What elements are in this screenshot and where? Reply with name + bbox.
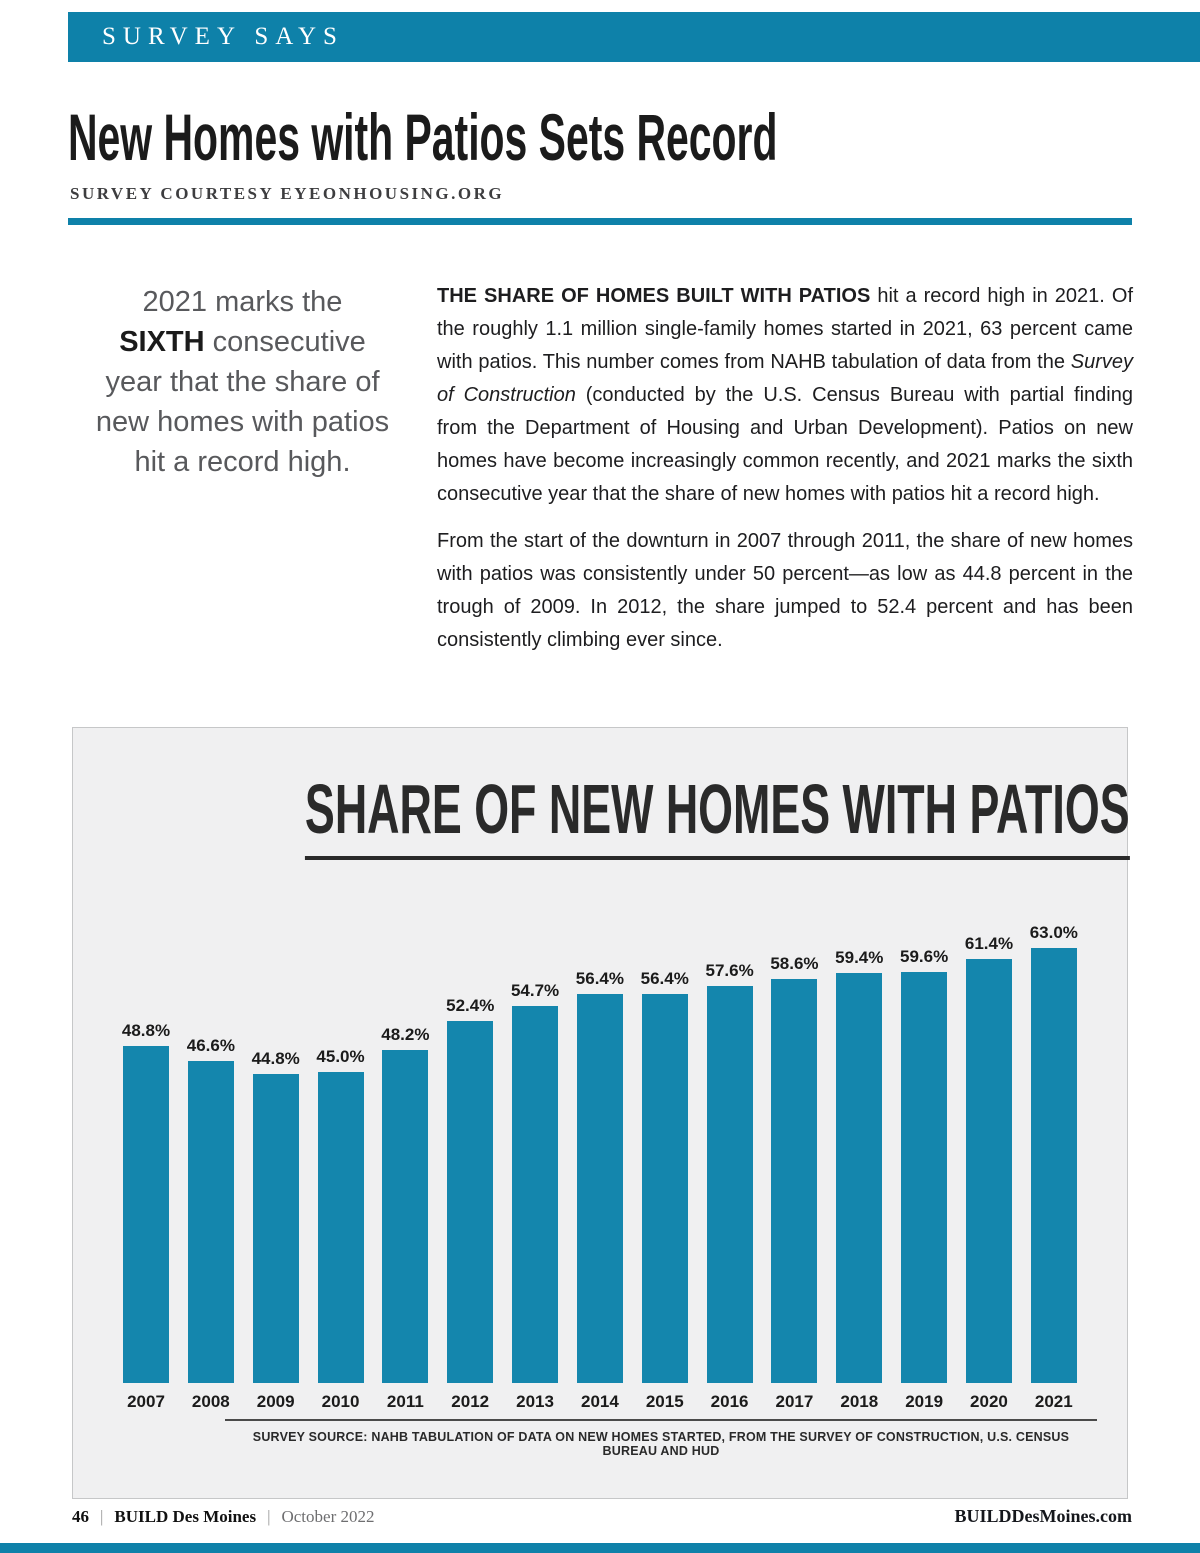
accent-rule	[68, 218, 1132, 225]
bar-value-label: 59.4%	[835, 948, 884, 967]
bar	[965, 959, 1012, 1383]
bar-value-label: 48.2%	[381, 1025, 430, 1044]
article-body: THE SHARE OF HOMES BUILT WITH PATIOS hit…	[437, 280, 1133, 657]
bar-value-label: 48.8%	[121, 1021, 171, 1040]
bar	[382, 1050, 429, 1383]
bar-group: 46.6% 2008	[180, 1036, 242, 1412]
bar	[512, 1006, 559, 1383]
chart-bars: 48.8% 2007 46.6% 2008 44.8% 2009 45.0% 2010 48.2…	[115, 923, 1085, 1412]
bar-year-label: 2010	[321, 1392, 360, 1411]
bar-year-label: 2017	[775, 1392, 814, 1411]
bar-group: 59.6% 2019	[893, 947, 955, 1412]
bar-group: 54.7% 2013	[504, 981, 566, 1412]
section-banner: SURVEY SAYS	[68, 12, 1200, 62]
body-paragraph-1: THE SHARE OF HOMES BUILT WITH PATIOS hit…	[437, 285, 1134, 505]
bar-value-label: 52.4%	[446, 996, 495, 1015]
bar-group: 48.8% 2007	[115, 1021, 177, 1412]
bar	[1030, 948, 1077, 1383]
bar-group: 52.4% 2012	[439, 996, 501, 1412]
bar-group: 61.4% 2020	[958, 934, 1020, 1412]
pull-quote-line: 2021 marks the	[142, 286, 343, 318]
bar-value-label: 45.0%	[316, 1047, 365, 1066]
bar-year-label: 2016	[710, 1392, 749, 1411]
bar	[317, 1072, 364, 1383]
bar-value-label: 44.8%	[251, 1049, 300, 1068]
bar-group: 56.4% 2014	[569, 969, 631, 1412]
bar-group: 63.0% 2021	[1023, 923, 1085, 1412]
paragraph-lead-in: THE SHARE OF HOMES BUILT WITH PATIOS	[437, 285, 871, 307]
bar-year-label: 2020	[970, 1392, 1008, 1411]
page-footer: 46 | BUILD Des Moines | October 2022 BUI…	[72, 1506, 1132, 1527]
bar-year-label: 2007	[127, 1392, 165, 1411]
footer-left: 46 | BUILD Des Moines | October 2022	[72, 1507, 375, 1527]
page-number: 46	[72, 1507, 89, 1526]
bar	[576, 994, 623, 1383]
bar	[901, 972, 948, 1383]
bar	[123, 1046, 169, 1383]
bar-value-label: 54.7%	[510, 981, 560, 1000]
issue-date: October 2022	[281, 1507, 375, 1526]
bar-value-label: 58.6%	[770, 954, 819, 973]
body-paragraph-2: From the start of the downturn in 2007 t…	[437, 530, 1133, 651]
bar-year-label: 2008	[191, 1392, 230, 1411]
bar-year-label: 2015	[645, 1392, 684, 1411]
bar-value-label: 57.6%	[705, 961, 754, 980]
bar-year-label: 2018	[840, 1392, 879, 1411]
bar	[836, 973, 883, 1383]
bar	[771, 979, 818, 1383]
pull-quote-line: SIXTH consecutive	[119, 326, 366, 358]
footer-separator: |	[267, 1507, 271, 1526]
section-banner-label: SURVEY SAYS	[102, 23, 344, 50]
pull-quote-emphasis: SIXTH	[119, 326, 205, 358]
chart-title: SHARE OF NEW HOMES WITH PATIOS	[304, 774, 1130, 860]
magazine-name: BUILD Des Moines	[114, 1507, 257, 1526]
bar-group: 45.0% 2010	[310, 1047, 372, 1412]
bar-group: 44.8% 2009	[245, 1049, 307, 1412]
bar	[706, 986, 753, 1383]
bar-value-label: 63.0%	[1029, 923, 1078, 942]
website-url: BUILDDesMoines.com	[954, 1506, 1133, 1526]
bar-year-label: 2014	[580, 1392, 619, 1411]
bar-year-label: 2009	[256, 1392, 295, 1411]
bar	[641, 994, 688, 1383]
bar	[187, 1061, 234, 1383]
bar	[447, 1021, 494, 1383]
chart-source-note: SURVEY SOURCE: NAHB TABULATION OF DATA O…	[225, 1419, 1097, 1458]
bar-value-label: 56.4%	[575, 969, 624, 988]
bar-value-label: 56.4%	[640, 969, 689, 988]
bar-group: 56.4% 2015	[634, 969, 696, 1412]
chart-panel: SHARE OF NEW HOMES WITH PATIOS 48.8% 2007…	[72, 727, 1130, 1499]
bar-group: 48.2% 2011	[374, 1025, 436, 1412]
bar-year-label: 2011	[386, 1392, 424, 1411]
bar-group: 57.6% 2016	[699, 961, 761, 1412]
bar-year-label: 2012	[451, 1392, 490, 1411]
article-title: New Homes with Patios Sets Record	[68, 100, 778, 174]
bar-value-label: 59.6%	[900, 947, 949, 966]
bar-year-label: 2021	[1034, 1392, 1073, 1411]
bar-value-label: 46.6%	[186, 1036, 235, 1055]
bottom-accent-bar	[0, 1543, 1200, 1553]
pull-quote-line: hit a record high.	[134, 446, 351, 478]
bar-year-label: 2013	[516, 1392, 554, 1411]
publication-name: Survey of Construction	[437, 351, 1133, 406]
pull-quote: 2021 marks the SIXTH consecutive year th…	[90, 282, 395, 482]
bar-group: 59.4% 2018	[828, 948, 890, 1412]
pull-quote-line: new homes with patios	[95, 406, 390, 438]
footer-separator: |	[100, 1507, 104, 1526]
bar-group: 58.6% 2017	[763, 954, 825, 1412]
article-subtitle: SURVEY COURTESY EYEONHOUSING.ORG	[70, 184, 505, 203]
bar-value-label: 61.4%	[964, 934, 1014, 953]
pull-quote-line: year that the share of	[105, 366, 380, 398]
bar-year-label: 2019	[905, 1392, 944, 1411]
bar	[252, 1074, 299, 1383]
